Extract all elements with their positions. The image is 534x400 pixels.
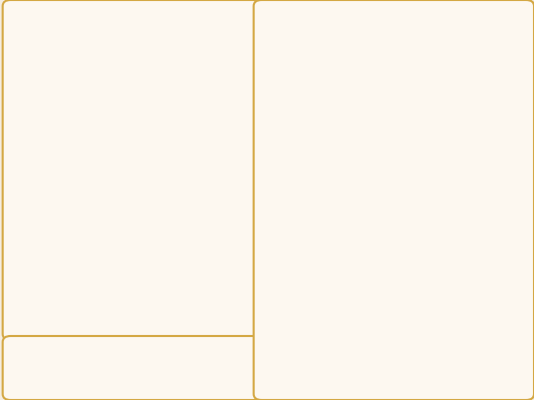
- Text: •: •: [272, 179, 279, 192]
- Text: 12-month Prevalence:: 12-month Prevalence:: [37, 54, 167, 64]
- Bar: [374, 239, 403, 384]
- Text: 30.8: 30.8: [427, 322, 451, 332]
- Bar: [68, 262, 102, 322]
- Y-axis label: Percent of U.S. Adult Population: Percent of U.S. Adult Population: [281, 236, 287, 346]
- Text: Sex:: Sex:: [290, 76, 316, 86]
- Y-axis label: Percent of U.S. Adult Population: Percent of U.S. Adult Population: [22, 224, 28, 336]
- Text: Average Age-of-Onset:: Average Age-of-Onset:: [28, 362, 178, 374]
- Text: Demographics: Demographics: [340, 11, 447, 24]
- Text: Age:: Age:: [290, 179, 317, 189]
- Text: 28.8: 28.8: [73, 290, 97, 300]
- Text: •: •: [272, 140, 279, 154]
- Text: Women are 60% more likely than
men to experience an anxiety disorder
over their : Women are 60% more likely than men to ex…: [290, 76, 493, 109]
- Text: 18.1% of U.S. adult
population¹: 18.1% of U.S. adult population¹: [37, 54, 225, 75]
- Text: 4.1: 4.1: [200, 313, 217, 323]
- Text: (for lifetime prevalence)⁵: (for lifetime prevalence)⁵: [299, 45, 489, 58]
- Text: 15.3: 15.3: [478, 350, 502, 360]
- Text: 30.2: 30.2: [326, 323, 350, 333]
- Text: 18.1: 18.1: [135, 300, 159, 310]
- Bar: [130, 284, 164, 322]
- Text: •: •: [272, 76, 279, 89]
- Text: Race:: Race:: [290, 140, 323, 150]
- Text: 22.8% of these cases (e.g., 4.1%
of U.S. adult population) are classified as
“se: 22.8% of these cases (e.g., 4.1% of U.S.…: [37, 118, 252, 151]
- Text: •: •: [20, 118, 28, 131]
- Bar: [425, 257, 453, 384]
- Text: Prevalence: Prevalence: [91, 25, 174, 38]
- Bar: [324, 259, 351, 384]
- Text: Severe:: Severe:: [37, 118, 82, 128]
- Bar: [192, 313, 226, 322]
- Text: •: •: [20, 54, 28, 66]
- Text: 35.1: 35.1: [376, 314, 400, 324]
- Text: Non-Hispanic blacks are 20% less
likely, and Hispanics are 30% less likely,
than: Non-Hispanic blacks are 20% less likely,…: [290, 140, 514, 185]
- Bar: [476, 321, 504, 384]
- Text: 11 years old⁴: 11 years old⁴: [28, 362, 207, 374]
